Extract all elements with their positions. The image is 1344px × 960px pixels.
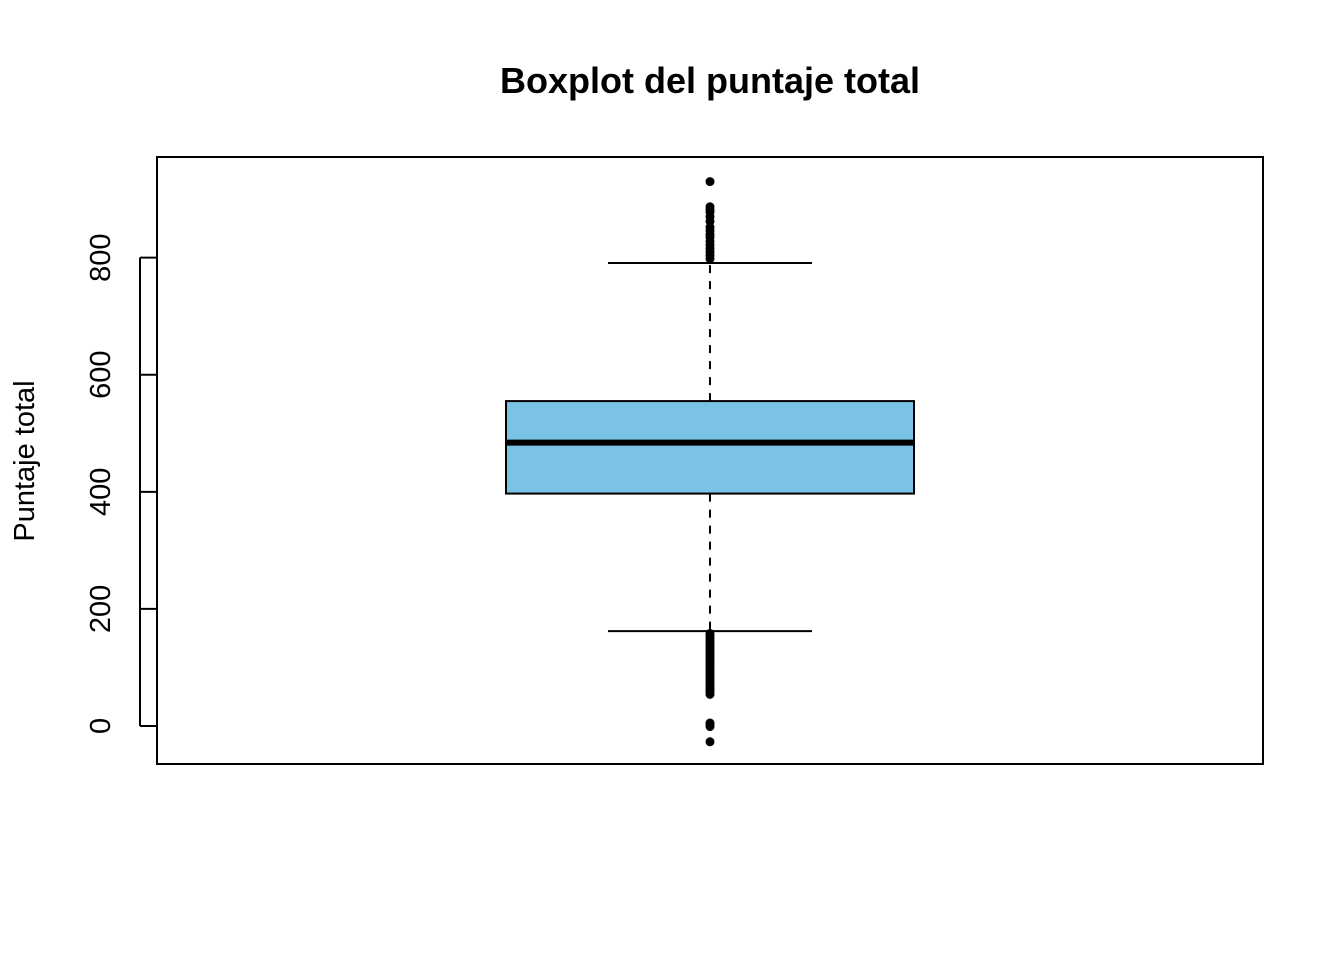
plot-frame xyxy=(156,156,1264,765)
outlier-point xyxy=(705,722,715,732)
y-tick-label: 800 xyxy=(85,233,117,281)
y-axis-label: Puntaje total xyxy=(9,380,41,541)
outlier-point xyxy=(705,177,715,187)
y-tick-label: 400 xyxy=(85,468,117,516)
y-tick-label: 200 xyxy=(85,585,117,633)
outlier-points xyxy=(705,177,715,747)
outlier-point xyxy=(705,689,715,699)
chart-title: Boxplot del puntaje total xyxy=(500,60,920,101)
iqr-box xyxy=(505,400,915,495)
y-tick-label: 600 xyxy=(85,351,117,399)
box-group xyxy=(505,261,915,633)
y-axis: 0 200 400 600 800 xyxy=(85,233,157,734)
y-tick-label: 0 xyxy=(85,718,117,734)
outlier-point xyxy=(705,254,715,264)
outlier-point xyxy=(705,737,715,747)
